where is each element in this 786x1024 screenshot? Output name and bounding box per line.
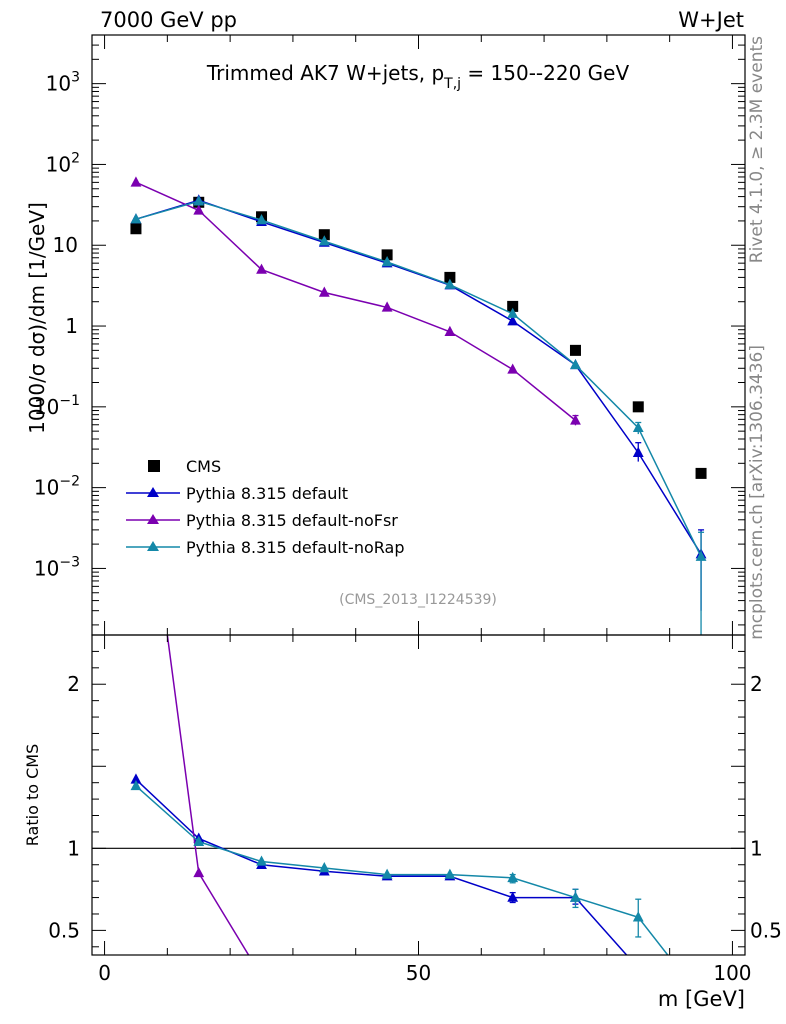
ratio-y-tick-label: 1: [67, 836, 80, 860]
legend-default-label: Pythia 8.315 default: [186, 484, 348, 503]
legend-entry-nofsr: Pythia 8.315 default-noFsr: [126, 511, 398, 530]
norap-point: [256, 214, 267, 225]
nofsr-point: [256, 263, 267, 274]
legend-nofsr-label: Pythia 8.315 default-noFsr: [186, 511, 398, 530]
cms-point: [381, 249, 393, 261]
header-left: 7000 GeV pp: [100, 8, 237, 32]
chart-title: Trimmed AK7 W+jets, pT,j = 150--220 GeV: [206, 61, 630, 92]
norap-ratio-point: [632, 911, 644, 922]
legend: CMS Pythia 8.315 default Pythia 8.315 de…: [126, 457, 404, 557]
ratio-plot-area: [92, 635, 745, 955]
ratio-y-tick-label: 2: [67, 672, 80, 696]
default-ratio-point: [130, 773, 142, 784]
legend-default-marker: [147, 487, 159, 497]
nofsr-point: [381, 301, 393, 312]
ratio-y-tick-label: 0.5: [48, 918, 80, 942]
legend-entry-norap: Pythia 8.315 default-noRap: [126, 538, 404, 557]
nofsr-point: [130, 176, 142, 187]
x-axis-title: m [GeV]: [658, 987, 745, 1011]
cms-point: [318, 229, 330, 241]
legend-entry-default: Pythia 8.315 default: [126, 484, 348, 503]
side-label-source: mcplots.cern.ch [arXiv:1306.3436]: [747, 345, 767, 640]
cms-point: [695, 467, 707, 479]
norap-ratio-point: [507, 871, 519, 883]
norap-point: [570, 358, 581, 370]
norap-ratio-point: [318, 862, 330, 873]
main-plot-area: [130, 176, 707, 635]
nofsr-point: [193, 204, 205, 215]
ratio-ylabel: Ratio to CMS: [23, 744, 42, 846]
y-tick-label: 10−1: [34, 393, 80, 419]
norap-ratio-line: [135, 785, 669, 955]
main-ylabel: 1000/σ dσ)/dm [1/GeV]: [25, 202, 49, 434]
norap-ratio-point: [444, 868, 456, 879]
ratio-frame: [91, 634, 746, 956]
cms-point: [569, 344, 581, 356]
default-point: [507, 315, 519, 326]
ratio-y-tick-label-right: 0.5: [750, 918, 782, 942]
nofsr-ratio-point: [193, 866, 205, 878]
y-tick-label: 10−3: [34, 554, 80, 580]
norap-point: [381, 256, 393, 267]
default-ratio-point: [507, 891, 519, 902]
norap-ratio-point: [256, 855, 267, 866]
watermark: (CMS_2013_I1224539): [339, 592, 497, 608]
y-tick-label: 10: [53, 233, 78, 257]
legend-cms-label: CMS: [186, 457, 221, 476]
norap-ratio-point: [570, 891, 581, 902]
y-tick-label: 1: [65, 314, 78, 338]
y-tick-label: 10−2: [34, 474, 80, 500]
norap-ratio-point: [381, 868, 393, 879]
cms-point: [632, 401, 644, 413]
norap-point: [632, 421, 644, 433]
norap-point: [695, 550, 707, 561]
norap-point: [444, 278, 456, 289]
norap-ratio-point: [193, 835, 205, 846]
nofsr-point: [507, 363, 519, 374]
ratio-y-tick-label-right: 1: [750, 836, 763, 860]
legend-nofsr-marker: [147, 514, 159, 524]
legend-norap-marker: [147, 541, 159, 551]
header-right: W+Jet: [678, 8, 744, 32]
x-tick-label: 0: [98, 961, 111, 985]
cms-point: [507, 300, 519, 312]
axes: 0 50 100 10−3 10−2 10−1 1 10 102 103 0.5 0.5 1 1 2 2: [34, 34, 782, 985]
legend-norap-label: Pythia 8.315 default-noRap: [186, 538, 404, 557]
norap-point: [507, 307, 519, 318]
side-label-version: Rivet 4.1.0, ≥ 2.3M events: [747, 36, 767, 263]
norap-line: [135, 200, 702, 557]
ratio-y-tick-label-right: 2: [750, 672, 763, 696]
y-tick-label: 102: [46, 150, 80, 176]
x-tick-label: 50: [406, 961, 431, 985]
nofsr-line: [135, 181, 576, 421]
cms-point: [444, 271, 456, 283]
norap-ratio-point: [130, 779, 142, 791]
nofsr-point: [444, 325, 456, 336]
legend-entry-cms: CMS: [148, 457, 221, 476]
norap-point: [318, 235, 330, 246]
default-point: [632, 446, 644, 457]
norap-point: [193, 195, 205, 206]
legend-cms-marker: [148, 460, 160, 472]
cms-point: [130, 223, 142, 235]
nofsr-point: [318, 286, 330, 297]
nofsr-point: [570, 414, 581, 425]
norap-point: [130, 213, 142, 224]
y-tick-label: 103: [46, 70, 80, 96]
x-tick-label: 100: [713, 961, 751, 985]
